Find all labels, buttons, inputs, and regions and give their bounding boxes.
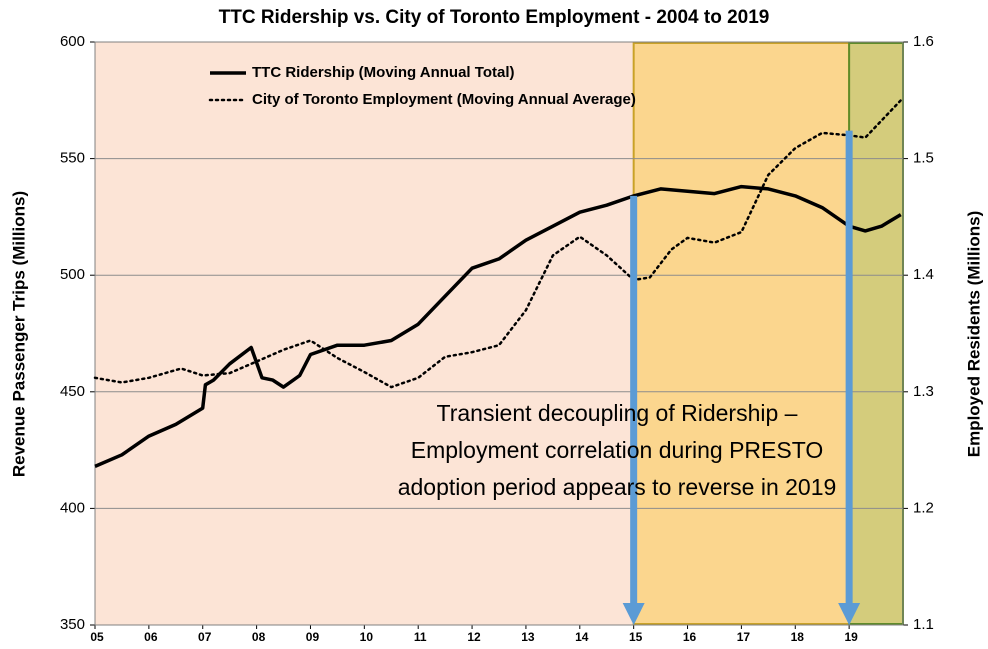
legend-label: City of Toronto Employment (Moving Annua… <box>252 91 636 108</box>
y-tick-label: 600 <box>60 33 85 50</box>
x-tick-label: 09 <box>306 630 320 644</box>
y2-tick-label: 1.5 <box>913 150 934 167</box>
x-tick-label: 10 <box>360 630 374 644</box>
x-tick-label: 17 <box>737 630 751 644</box>
x-tick-label: 15 <box>629 630 643 644</box>
y-tick-label: 550 <box>60 150 85 167</box>
x-tick-label: 19 <box>844 630 858 644</box>
x-tick-label: 14 <box>575 630 589 644</box>
x-tick-label: 07 <box>198 630 212 644</box>
shaded-region <box>848 42 905 625</box>
series-line <box>94 184 902 469</box>
x-tick-label: 13 <box>521 630 535 644</box>
x-tick-label: 16 <box>683 630 697 644</box>
y2-tick-label: 1.3 <box>913 383 934 400</box>
x-tick-label: 18 <box>791 630 805 644</box>
x-tick-label: 06 <box>144 630 158 644</box>
x-tick-label: 11 <box>414 630 427 644</box>
shaded-region <box>632 42 851 625</box>
y-tick-label: 450 <box>60 383 85 400</box>
annotation: Transient decoupling of Ridership – <box>437 400 798 426</box>
arrow-head <box>838 603 861 625</box>
arrow-head <box>622 603 645 625</box>
y-axis-label: Revenue Passenger Trips (Millions) <box>9 191 28 477</box>
plot-frame <box>94 41 904 626</box>
x-tick-label: 05 <box>90 630 104 644</box>
legend-label: TTC Ridership (Moving Annual Total) <box>252 64 514 81</box>
x-tick-label: 08 <box>252 630 266 644</box>
chart-title: TTC Ridership vs. City of Toronto Employ… <box>219 7 770 28</box>
annotation: Employment correlation during PRESTO <box>411 437 823 463</box>
y2-axis-label: Employed Residents (Millions) <box>964 211 983 458</box>
series-line <box>93 99 903 389</box>
y-tick-label: 350 <box>60 616 85 633</box>
x-tick-label: 12 <box>467 630 481 644</box>
annotation: adoption period appears to reverse in 20… <box>398 474 837 500</box>
y2-tick-label: 1.2 <box>913 499 934 516</box>
y2-tick-label: 1.6 <box>913 33 934 50</box>
y-tick-label: 400 <box>60 499 85 516</box>
y2-tick-label: 1.4 <box>913 266 934 283</box>
y-tick-label: 500 <box>60 266 85 283</box>
y2-tick-label: 1.1 <box>913 616 934 633</box>
